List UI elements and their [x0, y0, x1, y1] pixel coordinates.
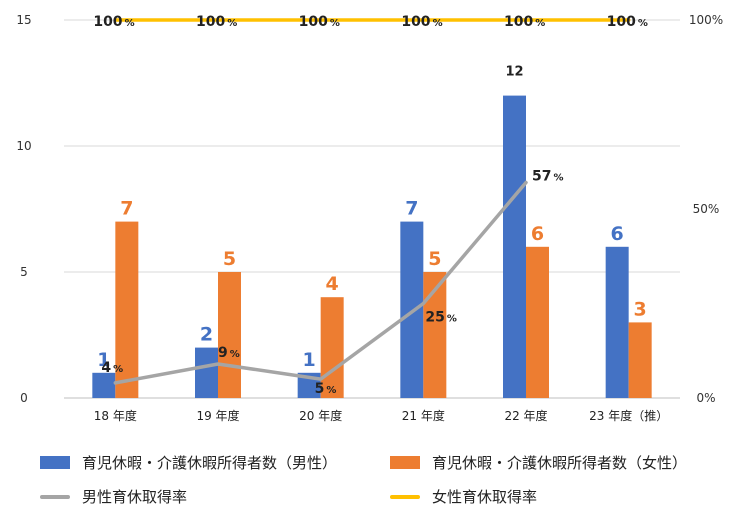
bar-label-female: 7	[120, 198, 133, 220]
bar-male	[503, 95, 526, 398]
legend-swatch-orange	[390, 456, 420, 469]
pct-unit: %	[447, 314, 457, 325]
pct-value: 100	[93, 14, 122, 30]
pct-value: 100	[607, 14, 636, 30]
y-tick-label: 10	[16, 139, 31, 153]
bar-female	[218, 272, 241, 398]
legend-label: 女性育休取得率	[432, 488, 538, 506]
bar-female	[628, 322, 652, 398]
x-tick-label: 23 年度（推）	[589, 408, 668, 423]
legend-swatch-gray-line	[40, 494, 70, 499]
male-rate-label: 25%	[425, 310, 457, 326]
female-rate-label: 100%	[196, 14, 237, 30]
female-rate-label: 100%	[504, 14, 545, 30]
bar-label-male: 7	[405, 198, 418, 220]
bar-label-male: 6	[611, 223, 624, 245]
bar-label-female: 6	[531, 223, 544, 245]
male-rate-label: 4%	[101, 360, 123, 376]
pct-unit: %	[326, 385, 336, 396]
x-axis-ticks: 18 年度 19 年度 20 年度 21 年度 22 年度 23 年度（推）	[94, 408, 668, 423]
bar-label-male: 1	[97, 349, 110, 371]
pct-unit: %	[638, 18, 648, 29]
bar-male	[195, 347, 218, 398]
pct-unit: %	[113, 364, 123, 375]
x-tick-label: 18 年度	[94, 408, 137, 423]
legend-label: 育児休暇・介護休暇所得者数（女性）	[432, 454, 688, 472]
female-rate-label: 100%	[93, 14, 134, 30]
pct-value: 100	[196, 14, 225, 30]
pct-value: 100	[299, 14, 328, 30]
bar-male	[605, 246, 629, 398]
legend-item-female-count: 育児休暇・介護休暇所得者数（女性）	[390, 452, 687, 473]
pct-unit: %	[125, 18, 135, 29]
pct-value: 5	[315, 381, 325, 397]
pct-unit: %	[535, 18, 545, 29]
pct-unit: %	[553, 173, 563, 184]
legend-item-male-rate: 男性育休取得率	[40, 486, 187, 507]
bar-label-female: 3	[634, 298, 647, 320]
pct-unit: %	[433, 18, 443, 29]
bar-female	[423, 272, 447, 398]
male-rate-label: 9%	[218, 345, 240, 361]
y2-tick-label: 0%	[696, 391, 715, 405]
pct-unit: %	[230, 349, 240, 360]
pct-value: 100	[504, 14, 533, 30]
pct-value: 57	[532, 169, 551, 185]
pct-value: 9	[218, 345, 228, 361]
pct-unit: %	[227, 18, 237, 29]
y-tick-label: 15	[16, 13, 31, 27]
bar-female	[115, 221, 139, 398]
legend: 育児休暇・介護休暇所得者数（男性） 育児休暇・介護休暇所得者数（女性） 男性育休…	[0, 440, 750, 526]
bars	[92, 95, 652, 398]
pct-value: 100	[401, 14, 430, 30]
legend-swatch-blue	[40, 456, 70, 469]
y-tick-label: 5	[20, 265, 28, 279]
legend-label: 男性育休取得率	[82, 488, 188, 506]
pct-value: 25	[425, 310, 444, 326]
y-tick-label: 0	[20, 391, 28, 405]
legend-swatch-yellow-line	[390, 494, 420, 499]
pct-unit: %	[330, 18, 340, 29]
legend-label: 育児休暇・介護休暇所得者数（男性）	[82, 454, 338, 472]
x-tick-label: 20 年度	[299, 408, 342, 423]
female-rate-label: 100%	[299, 14, 340, 30]
x-tick-label: 19 年度	[196, 408, 239, 423]
legend-item-male-count: 育児休暇・介護休暇所得者数（男性）	[40, 452, 337, 473]
x-tick-label: 21 年度	[402, 408, 445, 423]
male-rate-label: 5%	[315, 381, 337, 397]
bar-label-female: 5	[428, 248, 441, 270]
legend-item-female-rate: 女性育休取得率	[390, 486, 537, 507]
bar-label-male: 1	[303, 349, 316, 371]
bar-label-male: 12	[505, 65, 523, 80]
line-male-rate	[113, 180, 528, 385]
female-rate-label: 100%	[401, 14, 442, 30]
pct-value: 4	[101, 360, 111, 376]
left-axis-ticks: 0 5 10 15	[16, 13, 31, 405]
bar-label-male: 2	[200, 324, 213, 346]
male-rate-label: 57%	[532, 169, 564, 185]
bar-male	[92, 372, 116, 398]
y2-tick-label: 100%	[689, 13, 723, 27]
y2-tick-label: 50%	[693, 202, 720, 216]
female-rate-label: 100%	[607, 14, 648, 30]
x-tick-label: 22 年度	[504, 408, 547, 423]
rate-lines	[113, 18, 631, 385]
bar-label-female: 5	[223, 248, 236, 270]
bar-female	[526, 246, 549, 398]
bar-label-female: 4	[326, 273, 339, 295]
right-axis-ticks: 0% 50% 100%	[689, 13, 723, 405]
